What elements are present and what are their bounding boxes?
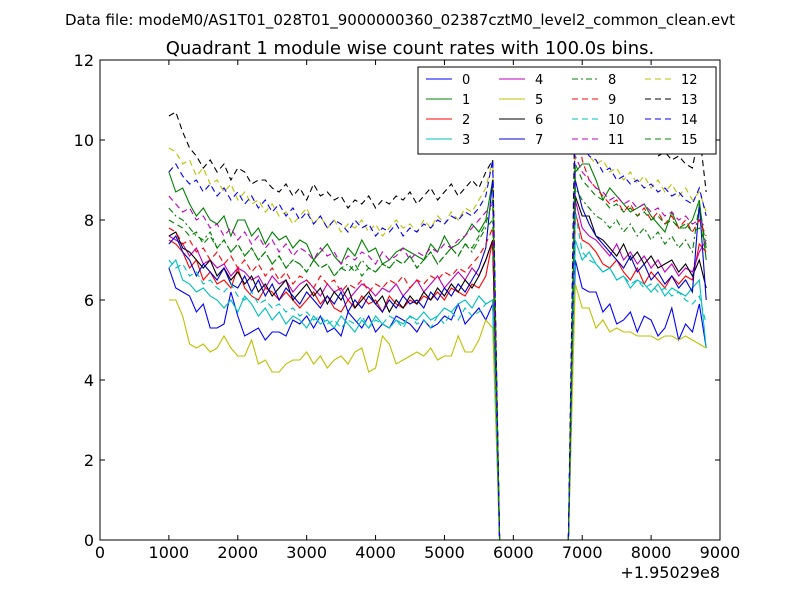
series-line-8 (168, 186, 707, 540)
y-tick-label: 6 (84, 291, 94, 310)
data-file-suptitle: Data file: modeM0/AS1T01_028T01_90000003… (65, 11, 735, 30)
x-tick-label: 6000 (493, 543, 534, 562)
series-line-6 (168, 195, 707, 540)
y-tick-label: 2 (84, 451, 94, 470)
y-tick-label: 4 (84, 371, 94, 390)
legend-label-9: 9 (608, 93, 616, 108)
x-tick-label: 8000 (631, 543, 672, 562)
x-tick-label: 4000 (355, 543, 396, 562)
series-line-2 (168, 211, 707, 540)
legend-label-2: 2 (462, 113, 470, 128)
x-tick-label: 2000 (217, 543, 258, 562)
x-tick-label: 0 (95, 543, 105, 562)
series-line-12 (168, 131, 707, 540)
legend-label-5: 5 (535, 93, 543, 108)
legend-label-13: 13 (681, 93, 698, 108)
legend-label-12: 12 (681, 73, 698, 88)
plot-area-frame (99, 59, 721, 541)
legend-label-14: 14 (681, 113, 698, 128)
x-tick-label: 9000 (700, 543, 741, 562)
series-line-9 (168, 107, 707, 540)
x-tick-label: 7000 (562, 543, 603, 562)
series-line-14 (168, 115, 707, 540)
axis-ticks: 0 1000 2000 3000 4000 5000 6000 7000 8000 9000 0 2 4… (74, 51, 741, 562)
series-line-3 (168, 239, 707, 540)
series-line-0 (168, 259, 707, 540)
legend-label-0: 0 (462, 73, 470, 88)
x-tick-label: 3000 (286, 543, 327, 562)
series-line-15 (168, 163, 707, 540)
chart-title: Quadrant 1 module wise count rates with … (166, 38, 655, 59)
series-line-10 (168, 211, 707, 540)
legend-label-3: 3 (462, 133, 470, 148)
legend-label-7: 7 (535, 133, 543, 148)
legend-label-11: 11 (608, 133, 625, 148)
series-line-11 (168, 155, 707, 540)
y-tick-label: 12 (74, 51, 94, 70)
legend-label-8: 8 (608, 73, 616, 88)
series-line-7 (168, 179, 707, 540)
series-line-4 (168, 199, 707, 540)
y-tick-label: 8 (84, 211, 94, 230)
legend-label-1: 1 (462, 93, 470, 108)
x-axis-offset-label: +1.95029e8 (620, 563, 720, 582)
y-tick-label: 0 (84, 531, 94, 550)
series-line-5 (168, 283, 707, 540)
legend-label-15: 15 (681, 133, 698, 148)
legend-label-10: 10 (608, 113, 625, 128)
legend-label-4: 4 (535, 73, 543, 88)
x-tick-label: 5000 (424, 543, 465, 562)
legend-label-6: 6 (535, 113, 543, 128)
x-tick-label: 1000 (149, 543, 190, 562)
y-tick-label: 10 (74, 131, 94, 150)
